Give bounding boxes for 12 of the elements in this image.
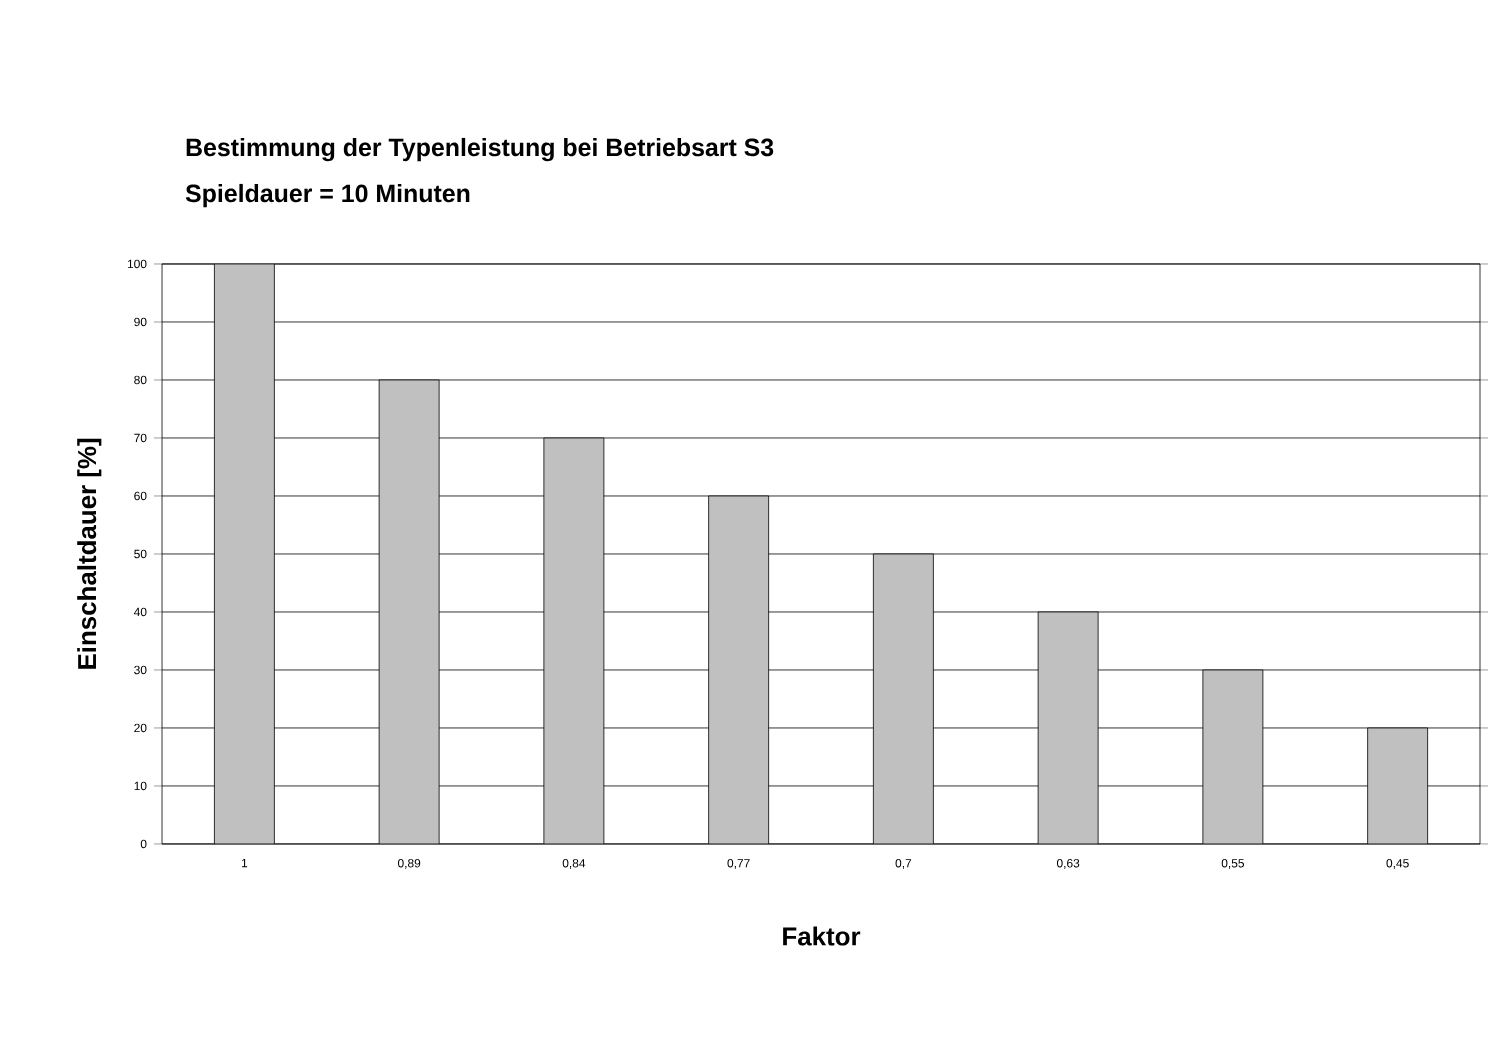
bar [1037,611,1099,844]
bar [1202,669,1264,844]
bar [378,379,440,844]
bar [1367,727,1429,844]
bar [708,495,770,844]
y-axis-title: Einschaltdauer [%] [77,438,102,669]
bar [872,553,934,844]
bar [213,263,275,844]
chart-title: Bestimmung der Typenleistung bei Betriebsart S3 [186,137,774,162]
chart-subtitle: Spieldauer = 10 Minuten [185,183,470,208]
bar [543,437,605,844]
x-axis-title: Faktor [783,926,861,946]
